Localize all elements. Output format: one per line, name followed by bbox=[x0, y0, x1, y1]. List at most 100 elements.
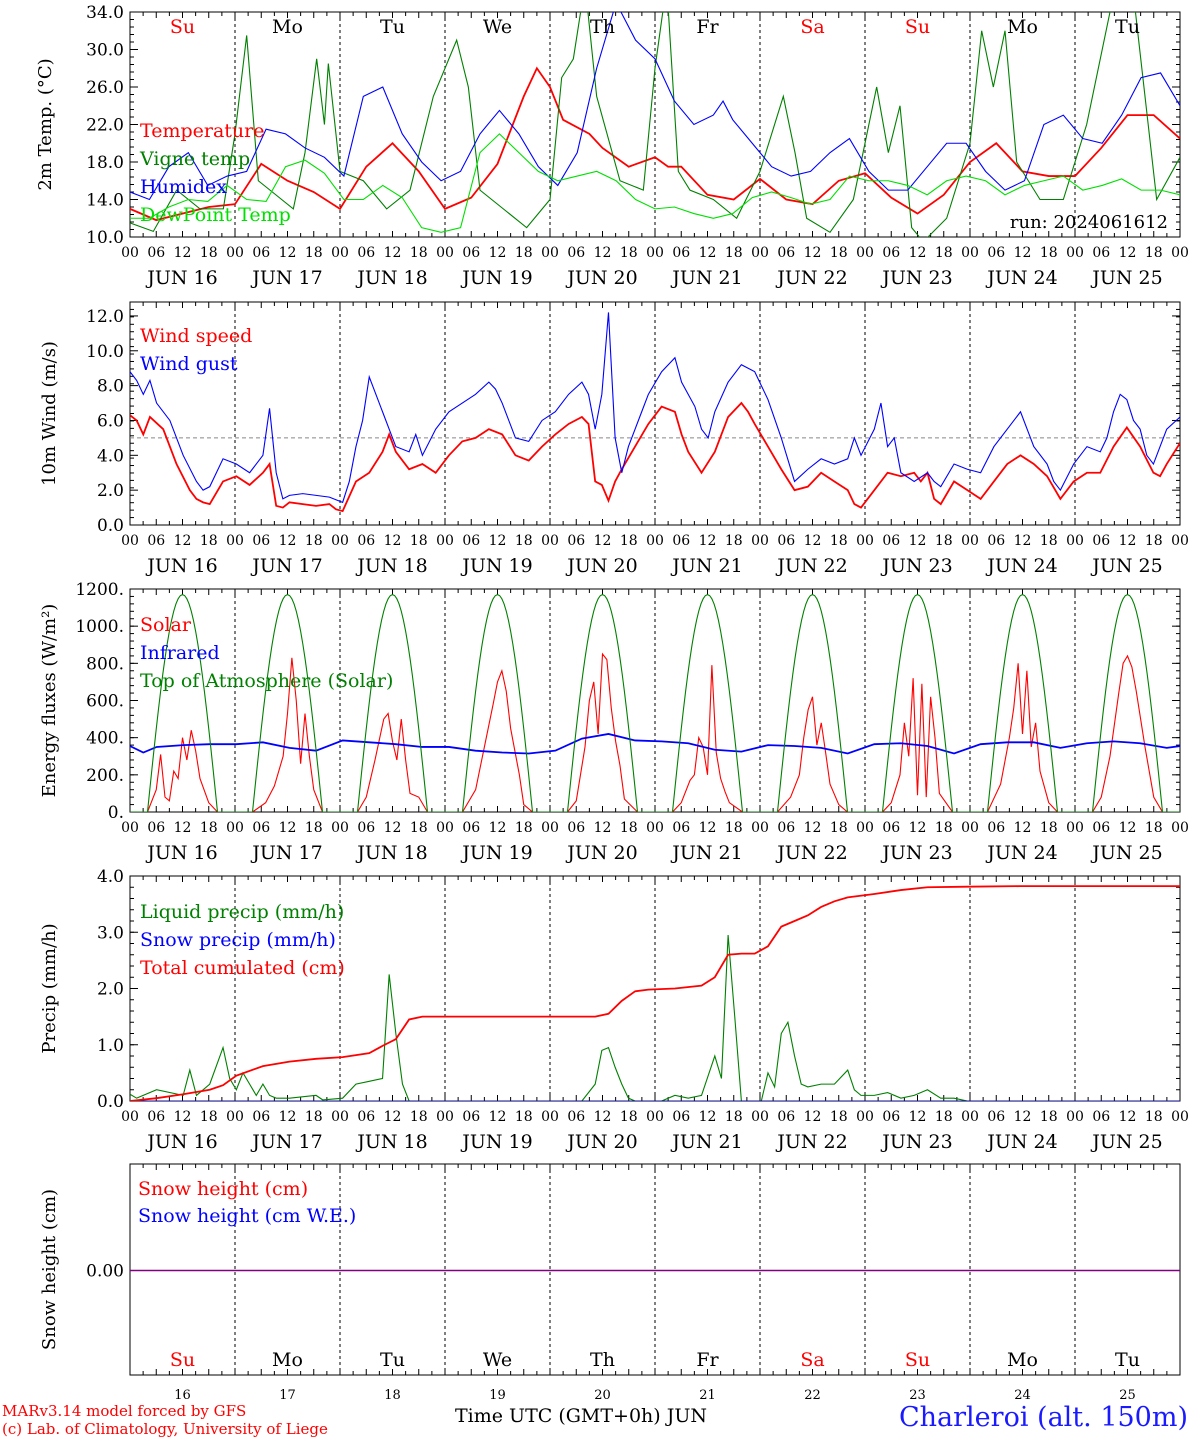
hour-tick-label: 18 bbox=[935, 245, 953, 261]
hour-tick-label: 18 bbox=[1145, 820, 1163, 836]
hour-tick-label: 00 bbox=[436, 245, 454, 261]
day-abbr: Tu bbox=[380, 1349, 405, 1371]
hour-tick-label: 00 bbox=[961, 1109, 979, 1125]
hour-tick-label: 18 bbox=[725, 245, 743, 261]
hour-tick-label: 12 bbox=[594, 533, 612, 549]
series-line bbox=[146, 652, 1163, 812]
hour-tick-label: 06 bbox=[147, 1109, 165, 1125]
date-label: JUN 18 bbox=[355, 842, 427, 864]
date-label: JUN 25 bbox=[1090, 267, 1162, 289]
y-tick-label: 10.0 bbox=[86, 342, 124, 362]
plot-frame bbox=[129, 301, 1181, 526]
hour-tick-label: 18 bbox=[1040, 533, 1058, 549]
y-tick-label: 4.0 bbox=[97, 867, 124, 887]
date-label: JUN 19 bbox=[460, 842, 532, 864]
date-label: JUN 21 bbox=[670, 1131, 742, 1153]
date-label: JUN 24 bbox=[985, 555, 1057, 577]
hour-tick-label: 00 bbox=[646, 245, 664, 261]
y-tick-label: 30.0 bbox=[86, 41, 124, 61]
day-number-label: 25 bbox=[1119, 1388, 1136, 1403]
hour-tick-label: 18 bbox=[305, 533, 323, 549]
hour-tick-label: 06 bbox=[1092, 820, 1110, 836]
day-abbr: Su bbox=[905, 1349, 930, 1371]
hour-tick-label: 18 bbox=[725, 820, 743, 836]
hour-tick-label: 00 bbox=[1066, 533, 1084, 549]
series-line bbox=[130, 133, 1180, 233]
hour-tick-label: 00 bbox=[961, 245, 979, 261]
hour-tick-label: 06 bbox=[357, 820, 375, 836]
hour-tick-label: 00 bbox=[856, 245, 874, 261]
hour-tick-label: 12 bbox=[489, 245, 507, 261]
y-tick-label: 600. bbox=[86, 692, 124, 712]
series-group bbox=[130, 312, 1180, 513]
date-label: JUN 24 bbox=[985, 267, 1057, 289]
hour-tick-label: 06 bbox=[147, 820, 165, 836]
hour-tick-label: 18 bbox=[620, 820, 638, 836]
hour-tick-label: 12 bbox=[699, 245, 717, 261]
hour-tick-label: 00 bbox=[226, 245, 244, 261]
date-label: JUN 17 bbox=[250, 1131, 322, 1153]
hour-tick-label: 00 bbox=[856, 533, 874, 549]
y-axis-title: Precip (mm/h) bbox=[39, 923, 60, 1053]
y-tick-label: 200. bbox=[86, 766, 124, 786]
date-label: JUN 17 bbox=[250, 555, 322, 577]
date-label: JUN 20 bbox=[565, 555, 637, 577]
legend-entry: Temperature bbox=[140, 120, 264, 142]
hour-tick-label: 18 bbox=[305, 1109, 323, 1125]
hour-tick-label: 12 bbox=[384, 820, 402, 836]
date-label: JUN 19 bbox=[460, 1131, 532, 1153]
hour-tick-label: 06 bbox=[462, 245, 480, 261]
hour-tick-label: 12 bbox=[384, 533, 402, 549]
hour-tick-label: 06 bbox=[777, 1109, 795, 1125]
series-line bbox=[130, 312, 1180, 504]
hour-tick-label: 12 bbox=[699, 1109, 717, 1125]
date-label: JUN 23 bbox=[880, 842, 952, 864]
hour-tick-label: 12 bbox=[174, 533, 192, 549]
date-label: JUN 23 bbox=[880, 1131, 952, 1153]
month-label: JUN bbox=[666, 1405, 708, 1427]
hour-tick-label: 18 bbox=[200, 245, 218, 261]
hour-tick-label: 06 bbox=[147, 245, 165, 261]
hour-tick-label: 00 bbox=[751, 245, 769, 261]
hour-tick-label: 00 bbox=[751, 820, 769, 836]
date-label: JUN 19 bbox=[460, 267, 532, 289]
hour-tick-label: 18 bbox=[830, 245, 848, 261]
hour-tick-label: 18 bbox=[830, 533, 848, 549]
hour-tick-label: 00 bbox=[121, 245, 139, 261]
hour-tick-label: 12 bbox=[279, 245, 297, 261]
hour-tick-label: 06 bbox=[882, 245, 900, 261]
hour-tick-label: 12 bbox=[1014, 245, 1032, 261]
hour-tick-label: 06 bbox=[987, 820, 1005, 836]
series-line bbox=[130, 885, 1180, 1101]
day-abbr: Fr bbox=[696, 16, 719, 38]
hour-tick-label: 00 bbox=[856, 1109, 874, 1125]
hour-tick-label: 00 bbox=[751, 1109, 769, 1125]
y-tick-label: 34.0 bbox=[86, 3, 124, 23]
date-label: JUN 22 bbox=[775, 555, 847, 577]
hour-tick-label: 00 bbox=[436, 533, 454, 549]
series-line bbox=[130, 66, 1180, 222]
day-abbr: Tu bbox=[380, 16, 405, 38]
date-label: JUN 20 bbox=[565, 1131, 637, 1153]
date-label: JUN 23 bbox=[880, 267, 952, 289]
hour-tick-label: 06 bbox=[252, 245, 270, 261]
hour-tick-label: 18 bbox=[1145, 533, 1163, 549]
series-group bbox=[130, 12, 1180, 237]
hour-tick-label: 00 bbox=[436, 820, 454, 836]
hour-tick-label: 00 bbox=[1171, 820, 1189, 836]
panel-5: 0.00 Snow height (cm) Snow height (cm) Snow… bbox=[39, 1163, 1181, 1403]
legend-entry: Liquid precip (mm/h) bbox=[140, 901, 344, 923]
hour-tick-label: 18 bbox=[620, 1109, 638, 1125]
date-label: JUN 16 bbox=[145, 842, 217, 864]
day-abbr: Su bbox=[905, 16, 930, 38]
hour-tick-label: 12 bbox=[1014, 1109, 1032, 1125]
hour-tick-label: 12 bbox=[909, 1109, 927, 1125]
hour-tick-label: 06 bbox=[777, 533, 795, 549]
hour-tick-label: 00 bbox=[541, 820, 559, 836]
time-axis-label: Time UTC (GMT+0h) bbox=[455, 1405, 661, 1427]
hour-tick-label: 18 bbox=[305, 820, 323, 836]
hour-tick-label: 00 bbox=[961, 533, 979, 549]
hour-tick-label: 18 bbox=[515, 533, 533, 549]
date-label: JUN 19 bbox=[460, 555, 532, 577]
day-number-label: 21 bbox=[699, 1388, 716, 1403]
